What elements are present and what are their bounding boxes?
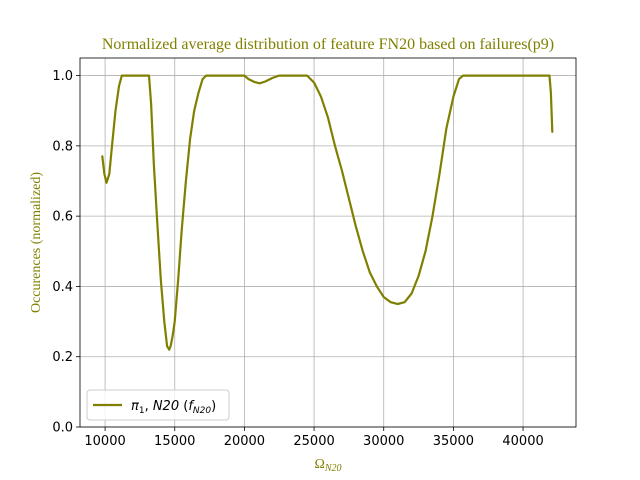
y-tick-label: 0.6 (52, 210, 73, 225)
x-tick-label: 30000 (363, 434, 404, 449)
legend-f-subscript: N20 (193, 406, 211, 416)
x-tick-label: 40000 (502, 434, 543, 449)
x-tick-label: 25000 (293, 434, 334, 449)
legend-open-paren: ( (179, 399, 188, 414)
y-tick-label: 0.2 (52, 350, 73, 365)
x-tick-label: 20000 (224, 434, 265, 449)
x-tick-label: 35000 (433, 434, 474, 449)
legend: π1, N20 (fN20) (86, 389, 230, 421)
x-tick-label: 10000 (84, 434, 125, 449)
x-tick-label: 15000 (154, 434, 195, 449)
legend-pi: π (131, 399, 139, 414)
x-axis-label-main: Ω (314, 457, 324, 472)
legend-entry: π1, N20 (fN20) (131, 399, 216, 416)
legend-box (86, 389, 230, 421)
series-line (101, 74, 554, 351)
legend-separator: , (145, 399, 153, 414)
series-layer (101, 74, 554, 351)
x-axis-label-subscript: N20 (324, 463, 342, 474)
legend-close-paren: ) (211, 399, 216, 414)
legend-f: f (188, 399, 195, 414)
y-tick-label: 0.4 (52, 280, 73, 295)
axis-ticks: 10000 15000 20000 25000 30000 35000 40000 0.0 0.… (52, 69, 543, 449)
plot-frame (79, 57, 577, 428)
legend-pi-subscript: 1 (139, 406, 145, 416)
y-tick-label: 0.8 (52, 139, 73, 154)
y-axis-label: Occurences (normalized) (29, 172, 44, 313)
y-tick-label: 1.0 (52, 69, 73, 84)
legend-n20: N20 (153, 399, 179, 414)
x-axis-label: ΩN20 (314, 457, 341, 474)
y-tick-label: 0.0 (52, 421, 73, 436)
chart-title: Normalized average distribution of featu… (102, 36, 554, 53)
grid-lines (80, 58, 576, 428)
